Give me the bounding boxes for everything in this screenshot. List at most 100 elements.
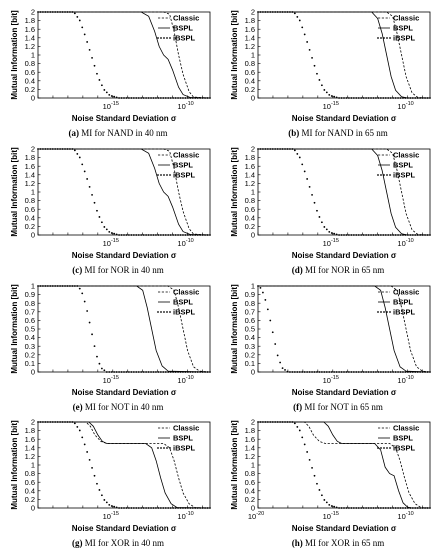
series-point-ibspl: [311, 56, 313, 59]
series-point-ibspl: [411, 234, 414, 236]
series-point-ibspl: [147, 97, 150, 99]
series-line-bspl: [38, 421, 211, 509]
series-point-ibspl: [303, 371, 306, 373]
series-point-ibspl: [399, 97, 402, 99]
series-point-ibspl: [83, 33, 86, 36]
legend-swatch: [163, 447, 165, 449]
series-point-ibspl: [142, 234, 145, 236]
series-point-ibspl: [291, 371, 294, 373]
series-point-ibspl: [328, 371, 331, 373]
series-point-ibspl: [382, 97, 385, 99]
chart-panel-h: 00.20.40.60.811.21.41.61.82 10-20 10-15 10-…: [230, 418, 431, 548]
series-point-ibspl: [355, 234, 358, 236]
series-point-ibspl: [100, 367, 103, 370]
series-point-ibspl: [377, 234, 380, 236]
series-point-ibspl: [142, 507, 145, 509]
series-point-ibspl: [333, 232, 336, 235]
legend-swatch: [383, 311, 385, 313]
series-point-ibspl: [140, 371, 143, 373]
y-tick-label: 0.5: [245, 325, 255, 334]
series-point-ibspl: [110, 232, 113, 234]
caption: (h) MI for XOR in 65 nm: [292, 538, 385, 548]
series-point-ibspl: [340, 234, 343, 236]
series-point-ibspl: [291, 148, 294, 150]
series-point-ibspl: [135, 97, 138, 99]
series-point-ibspl: [167, 234, 170, 236]
legend-swatch: [166, 447, 168, 449]
series-point-ibspl: [191, 371, 194, 373]
series-point-ibspl: [259, 148, 262, 150]
series-point-ibspl: [394, 97, 397, 99]
y-tick-label: 0: [251, 368, 255, 377]
series-point-ibspl: [135, 234, 138, 236]
x-tick-label: 10-15: [323, 511, 339, 521]
y-tick-label: 0.4: [245, 76, 255, 85]
caption: (a) MI for NAND in 40 nm: [69, 128, 168, 138]
series-point-ibspl: [172, 97, 175, 99]
series-point-ibspl: [335, 371, 338, 373]
legend-label: Classic: [173, 151, 199, 160]
series-point-ibspl: [128, 371, 130, 373]
series-point-ibspl: [357, 234, 360, 236]
series-point-ibspl: [259, 421, 262, 423]
chart-panel-f: 00.10.20.30.40.50.60.70.80.91 10-15 10-10 M…: [230, 282, 431, 412]
y-tick-label: 0: [31, 504, 35, 513]
y-tick-label: 0.4: [25, 213, 35, 222]
series-point-ibspl: [264, 148, 267, 150]
legend-label: iBSPL: [173, 171, 196, 180]
series-point-ibspl: [59, 285, 62, 287]
series-point-ibspl: [313, 474, 316, 477]
x-tick-label: 10-10: [397, 101, 413, 111]
y-tick-label: 1.2: [25, 452, 35, 461]
series-point-ibspl: [81, 26, 84, 29]
series-point-ibspl: [409, 97, 412, 99]
y-tick-label: 1.4: [245, 443, 255, 452]
y-tick-label: 0.6: [25, 478, 35, 487]
series-point-ibspl: [330, 371, 333, 373]
series-point-ibspl: [424, 507, 426, 509]
x-axis-label: Noise Standard Deviation σ: [72, 114, 177, 123]
series-point-ibspl: [51, 11, 54, 13]
series-point-ibspl: [328, 93, 331, 96]
series-point-ibspl: [291, 421, 294, 423]
series-point-ibspl: [93, 474, 96, 477]
series-point-ibspl: [51, 285, 54, 287]
y-tick-label: 0.4: [245, 213, 255, 222]
series-point-ibspl: [130, 97, 133, 99]
series-point-ibspl: [313, 371, 316, 373]
series-point-ibspl: [429, 97, 431, 99]
series-point-ibspl: [367, 234, 370, 236]
series-point-ibspl: [259, 11, 262, 13]
series-point-ibspl: [189, 234, 192, 236]
series-point-ibspl: [343, 97, 345, 99]
series-point-ibspl: [343, 234, 345, 236]
series-point-ibspl: [357, 371, 360, 373]
y-tick-label: 0.6: [25, 205, 35, 214]
series-point-ibspl: [147, 371, 150, 373]
series-point-ibspl: [182, 97, 184, 99]
y-tick-label: 1.4: [25, 33, 35, 42]
series-point-ibspl: [424, 234, 426, 236]
y-tick-label: 0.6: [245, 478, 255, 487]
x-axis-label: Noise Standard Deviation σ: [72, 251, 177, 260]
series-point-ibspl: [125, 97, 128, 99]
y-tick-label: 0.9: [25, 290, 35, 299]
series-point-ibspl: [123, 97, 125, 99]
series-point-ibspl: [105, 371, 108, 373]
series-point-ibspl: [113, 95, 116, 98]
series-point-ibspl: [348, 371, 350, 373]
series-point-ibspl: [59, 148, 62, 150]
series-point-ibspl: [421, 97, 424, 99]
series-point-ibspl: [257, 421, 259, 423]
series-point-ibspl: [382, 371, 385, 373]
legend-label: Classic: [393, 288, 419, 297]
series-point-ibspl: [100, 494, 103, 497]
legend-swatch: [377, 174, 379, 176]
series-point-ibspl: [392, 234, 395, 236]
series-point-ibspl: [209, 97, 211, 99]
series-point-ibspl: [46, 11, 49, 13]
series-point-ibspl: [167, 507, 170, 509]
y-tick-label: 0: [31, 368, 35, 377]
y-tick-label: 1: [31, 188, 35, 197]
